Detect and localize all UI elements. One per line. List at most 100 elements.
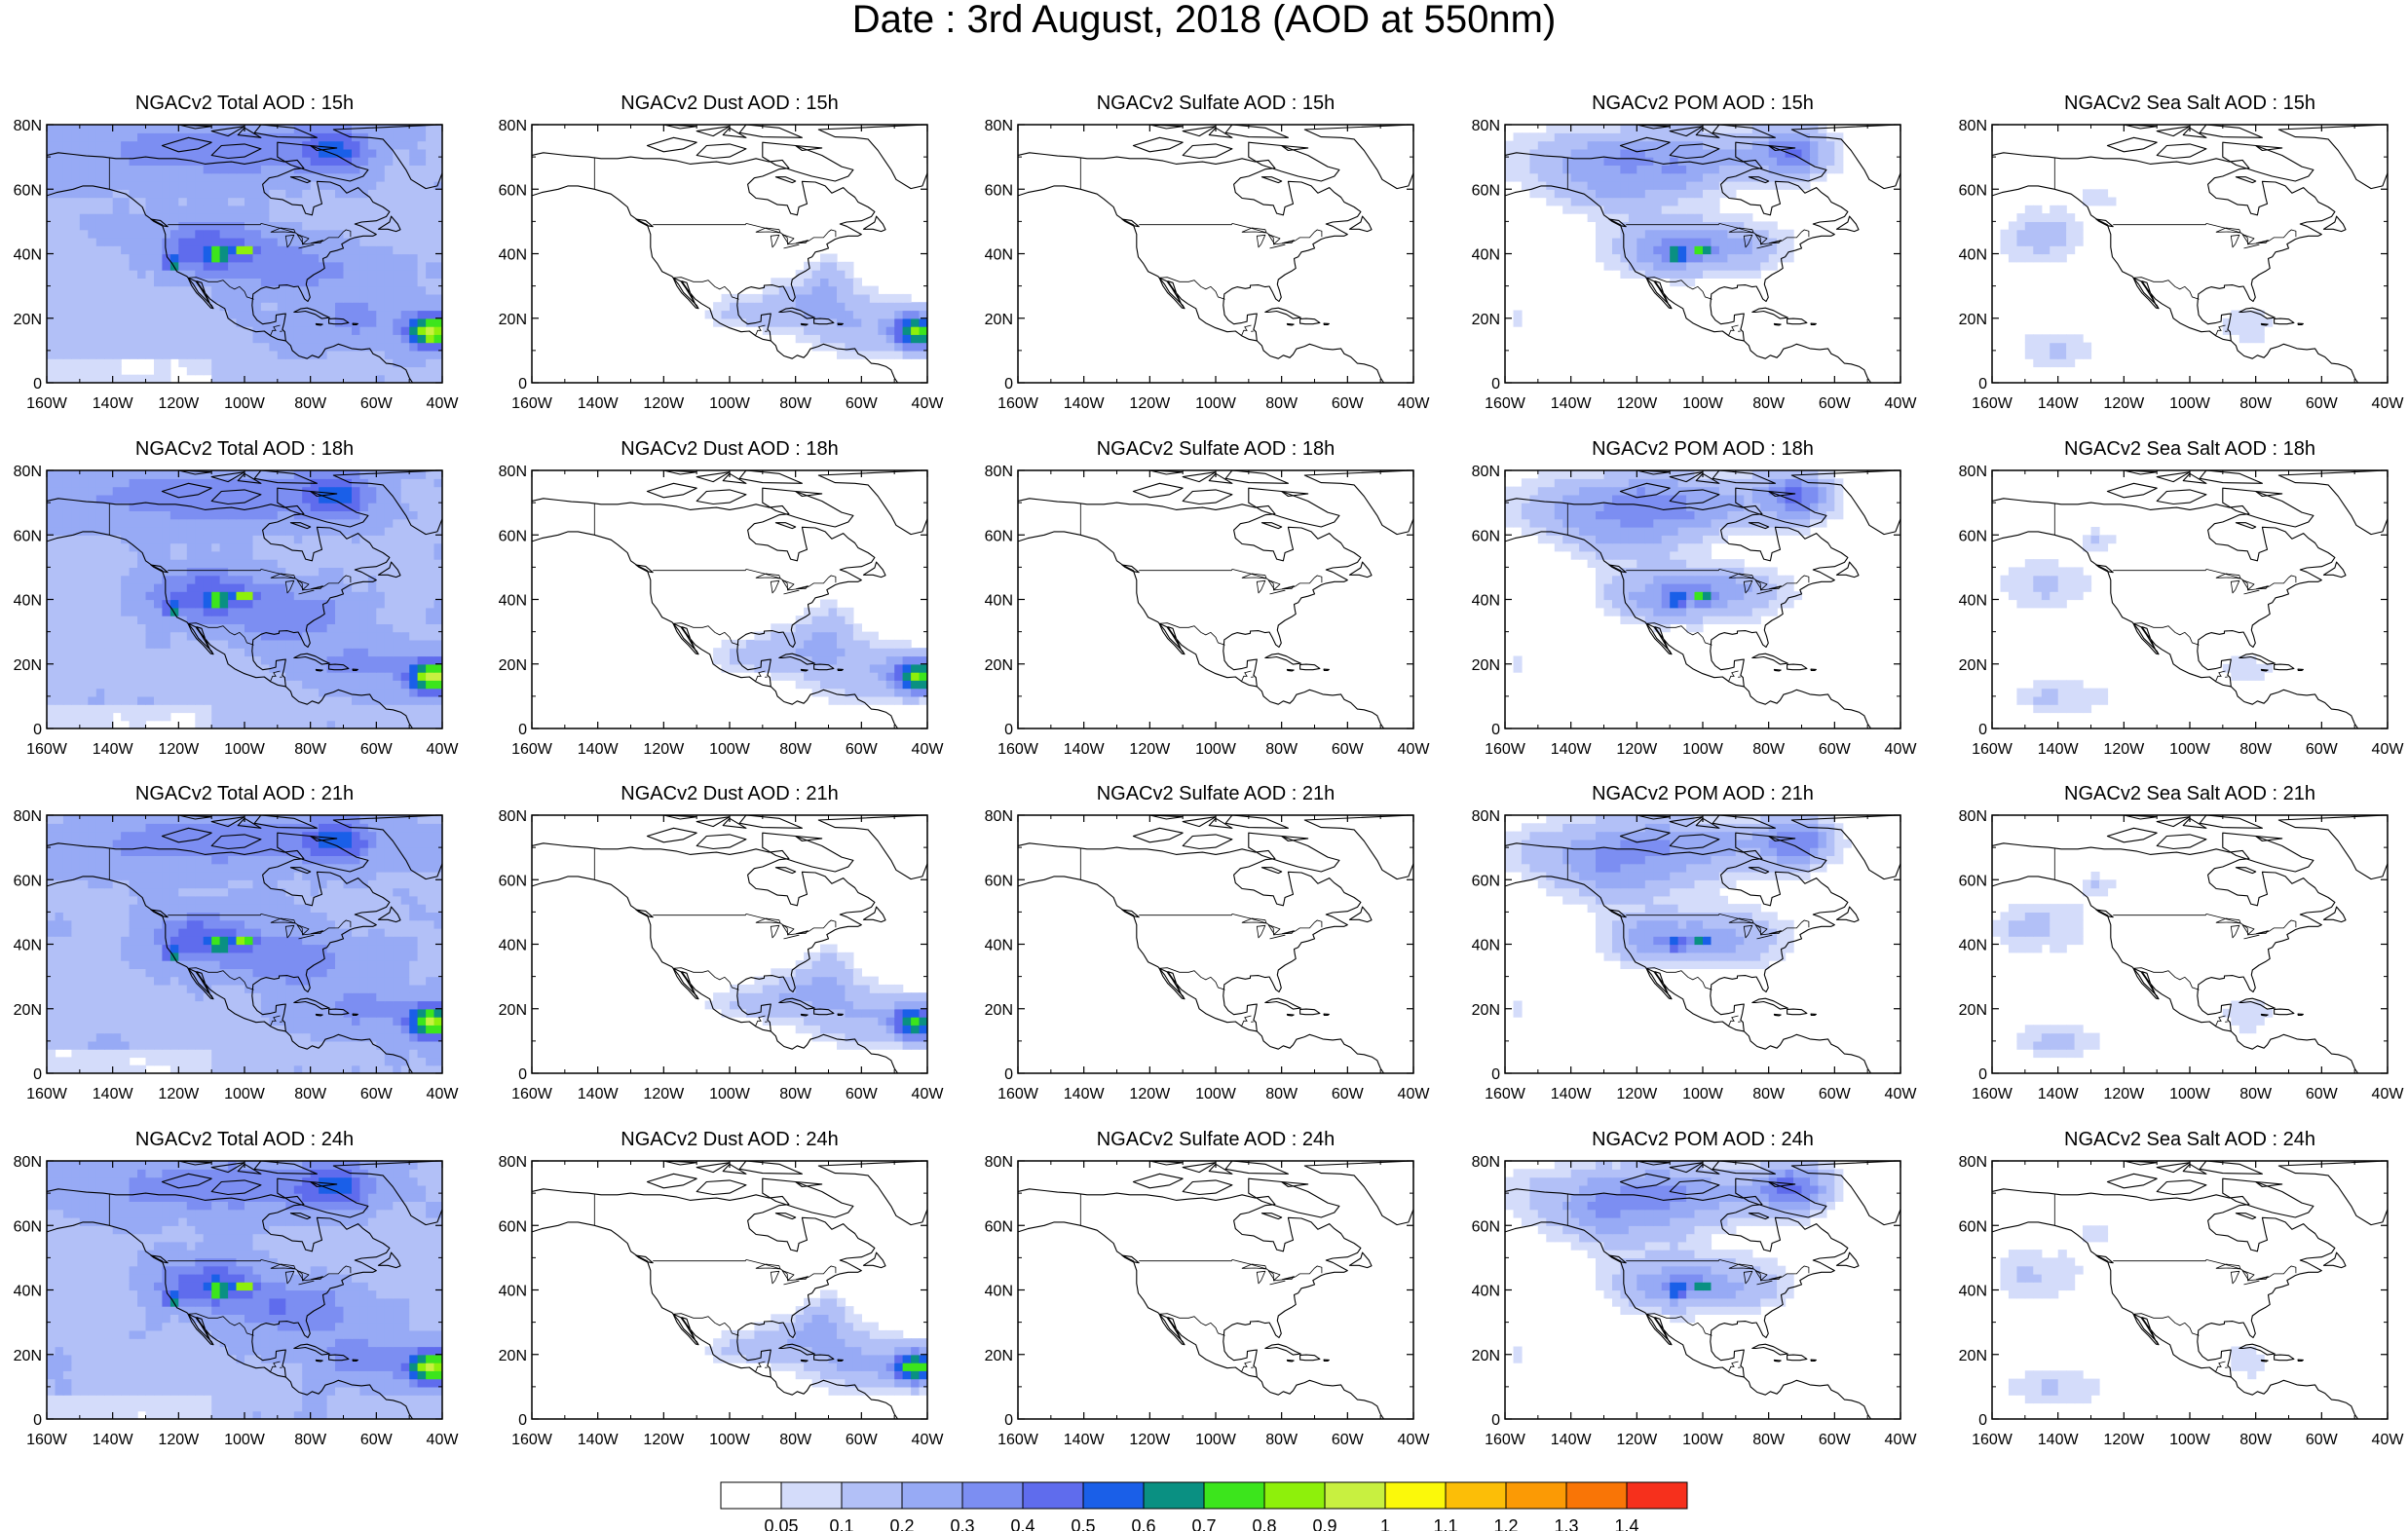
lon-tick-label: 60W: [360, 741, 394, 758]
lat-tick-label: 40N: [499, 593, 527, 610]
colorbar-swatch: [1022, 1481, 1084, 1510]
map-panel-total-1: NGACv2 Total AOD : 15h 80N 60N 40N 20N 0 160W 1…: [14, 93, 460, 412]
lon-tick-label: 100W: [1195, 741, 1237, 758]
lon-tick-label: 100W: [1195, 395, 1237, 412]
lon-tick-label: 100W: [709, 395, 751, 412]
country-border: [108, 504, 352, 683]
lat-tick-label: 0: [1978, 1412, 1987, 1429]
lon-tick-label: 60W: [846, 395, 879, 412]
map-panel-dust-2: NGACv2 Dust AOD : 18h 80N 60N 40N 20N 0 160W 14…: [499, 438, 945, 758]
map-panel-dust-1: NGACv2 Dust AOD : 15h 80N 60N 40N 20N 0 160W 14…: [499, 93, 945, 412]
lon-tick-label: 160W: [1485, 1432, 1526, 1448]
lon-tick-label: 140W: [2038, 1086, 2080, 1102]
lat-tick-label: 0: [1491, 1066, 1500, 1083]
lon-tick-label: 120W: [2103, 1432, 2145, 1448]
map-panel-pom-2: NGACv2 POM AOD : 18h 80N 60N 40N 20N 0 160W 140…: [1472, 438, 1918, 758]
coastline: [532, 470, 927, 728]
lon-tick-label: 60W: [2306, 1086, 2339, 1102]
colorbar-swatch: [1445, 1481, 1507, 1510]
map-panel-seasalt-4: NGACv2 Sea Salt AOD : 24h 80N 60N 40N 20N 0 16…: [1959, 1129, 2405, 1448]
lon-tick-label: 80W: [779, 1432, 812, 1448]
lon-tick-label: 140W: [1551, 741, 1593, 758]
lon-tick-label: 100W: [1682, 741, 1724, 758]
lon-tick-label: 40W: [912, 1432, 945, 1448]
lat-tick-label: 80N: [985, 808, 1013, 825]
map-panel-seasalt-1: NGACv2 Sea Salt AOD : 15h 80N 60N 40N 20N 0 16…: [1959, 93, 2405, 412]
coastline: [1505, 815, 1900, 1073]
lat-tick-label: 80N: [499, 118, 527, 134]
country-border: [593, 848, 837, 1027]
lat-tick-label: 60N: [14, 1218, 42, 1235]
lon-tick-label: 100W: [709, 1432, 751, 1448]
lon-tick-label: 140W: [2038, 741, 2080, 758]
lat-tick-label: 20N: [985, 657, 1013, 674]
lon-tick-label: 100W: [709, 1086, 751, 1102]
lon-tick-label: 100W: [1682, 395, 1724, 412]
map-panel-total-4: NGACv2 Total AOD : 24h 80N 60N 40N 20N 0 160W 1…: [14, 1129, 460, 1448]
lat-tick-label: 20N: [1959, 312, 1987, 328]
lon-tick-label: 80W: [779, 741, 812, 758]
lat-tick-label: 0: [33, 1066, 42, 1083]
lon-tick-label: 60W: [360, 395, 394, 412]
lon-tick-label: 140W: [578, 741, 620, 758]
colorbar-swatch: [780, 1481, 843, 1510]
coastline: [1018, 470, 1413, 728]
lon-tick-label: 140W: [2038, 395, 2080, 412]
colorbar-swatch: [1565, 1481, 1628, 1510]
colorbar-label: 0.4: [1010, 1516, 1035, 1531]
lat-tick-label: 0: [1004, 1066, 1013, 1083]
colorbar-label: 0.2: [889, 1516, 914, 1531]
map-panel-total-3: NGACv2 Total AOD : 21h 80N 60N 40N 20N 0 160W 1…: [14, 783, 460, 1102]
lon-tick-label: 160W: [511, 395, 553, 412]
lon-tick-label: 100W: [2169, 1432, 2211, 1448]
lat-tick-label: 0: [1978, 722, 1987, 738]
lon-tick-label: 100W: [224, 1086, 266, 1102]
lon-tick-label: 60W: [1819, 1432, 1852, 1448]
lon-tick-label: 100W: [224, 1432, 266, 1448]
panel-title: NGACv2 POM AOD : 21h: [1592, 783, 1814, 804]
lat-tick-label: 60N: [1959, 528, 1987, 544]
lat-tick-label: 60N: [1959, 1218, 1987, 1235]
country-border: [1566, 504, 1810, 683]
country-border: [593, 504, 837, 683]
lon-tick-label: 60W: [360, 1432, 394, 1448]
lon-tick-label: 140W: [1064, 1432, 1106, 1448]
lon-tick-label: 160W: [997, 741, 1039, 758]
lon-tick-label: 80W: [1752, 1432, 1786, 1448]
lon-tick-label: 160W: [1485, 1086, 1526, 1102]
aod-field: [1018, 470, 1413, 728]
aod-field: [1018, 815, 1413, 1073]
lat-tick-label: 60N: [1959, 873, 1987, 889]
colorbar-swatch: [1263, 1481, 1326, 1510]
colorbar-label: 0.8: [1252, 1516, 1276, 1531]
lon-tick-label: 100W: [1682, 1086, 1724, 1102]
lat-tick-label: 20N: [1472, 1348, 1500, 1364]
lon-tick-label: 60W: [1819, 1086, 1852, 1102]
lat-tick-label: 0: [1978, 376, 1987, 392]
lat-tick-label: 40N: [985, 593, 1013, 610]
country-border: [2053, 1194, 2297, 1373]
lon-tick-label: 120W: [1616, 1086, 1658, 1102]
lon-tick-label: 40W: [912, 395, 945, 412]
panel-title: NGACv2 Dust AOD : 24h: [621, 1129, 838, 1150]
lon-tick-label: 140W: [2038, 1432, 2080, 1448]
aod-field: [1992, 125, 2388, 383]
lon-tick-label: 160W: [26, 1086, 68, 1102]
lon-tick-label: 40W: [1885, 1086, 1918, 1102]
lon-tick-label: 140W: [1551, 395, 1593, 412]
lat-tick-label: 80N: [14, 118, 42, 134]
colorbar-label: 0.05: [764, 1516, 798, 1531]
coastline: [1505, 470, 1900, 728]
country-border: [2053, 848, 2297, 1027]
panel-title: NGACv2 Sea Salt AOD : 24h: [2064, 1129, 2315, 1150]
lon-tick-label: 160W: [511, 1432, 553, 1448]
lat-tick-label: 80N: [1472, 118, 1500, 134]
lat-tick-label: 20N: [499, 657, 527, 674]
lat-tick-label: 60N: [14, 528, 42, 544]
lon-tick-label: 120W: [643, 1086, 685, 1102]
lon-tick-label: 60W: [2306, 1432, 2339, 1448]
lon-tick-label: 60W: [846, 1086, 879, 1102]
panel-title: NGACv2 POM AOD : 24h: [1592, 1129, 1814, 1150]
lon-tick-label: 40W: [2372, 395, 2405, 412]
coastline: [1018, 125, 1413, 383]
